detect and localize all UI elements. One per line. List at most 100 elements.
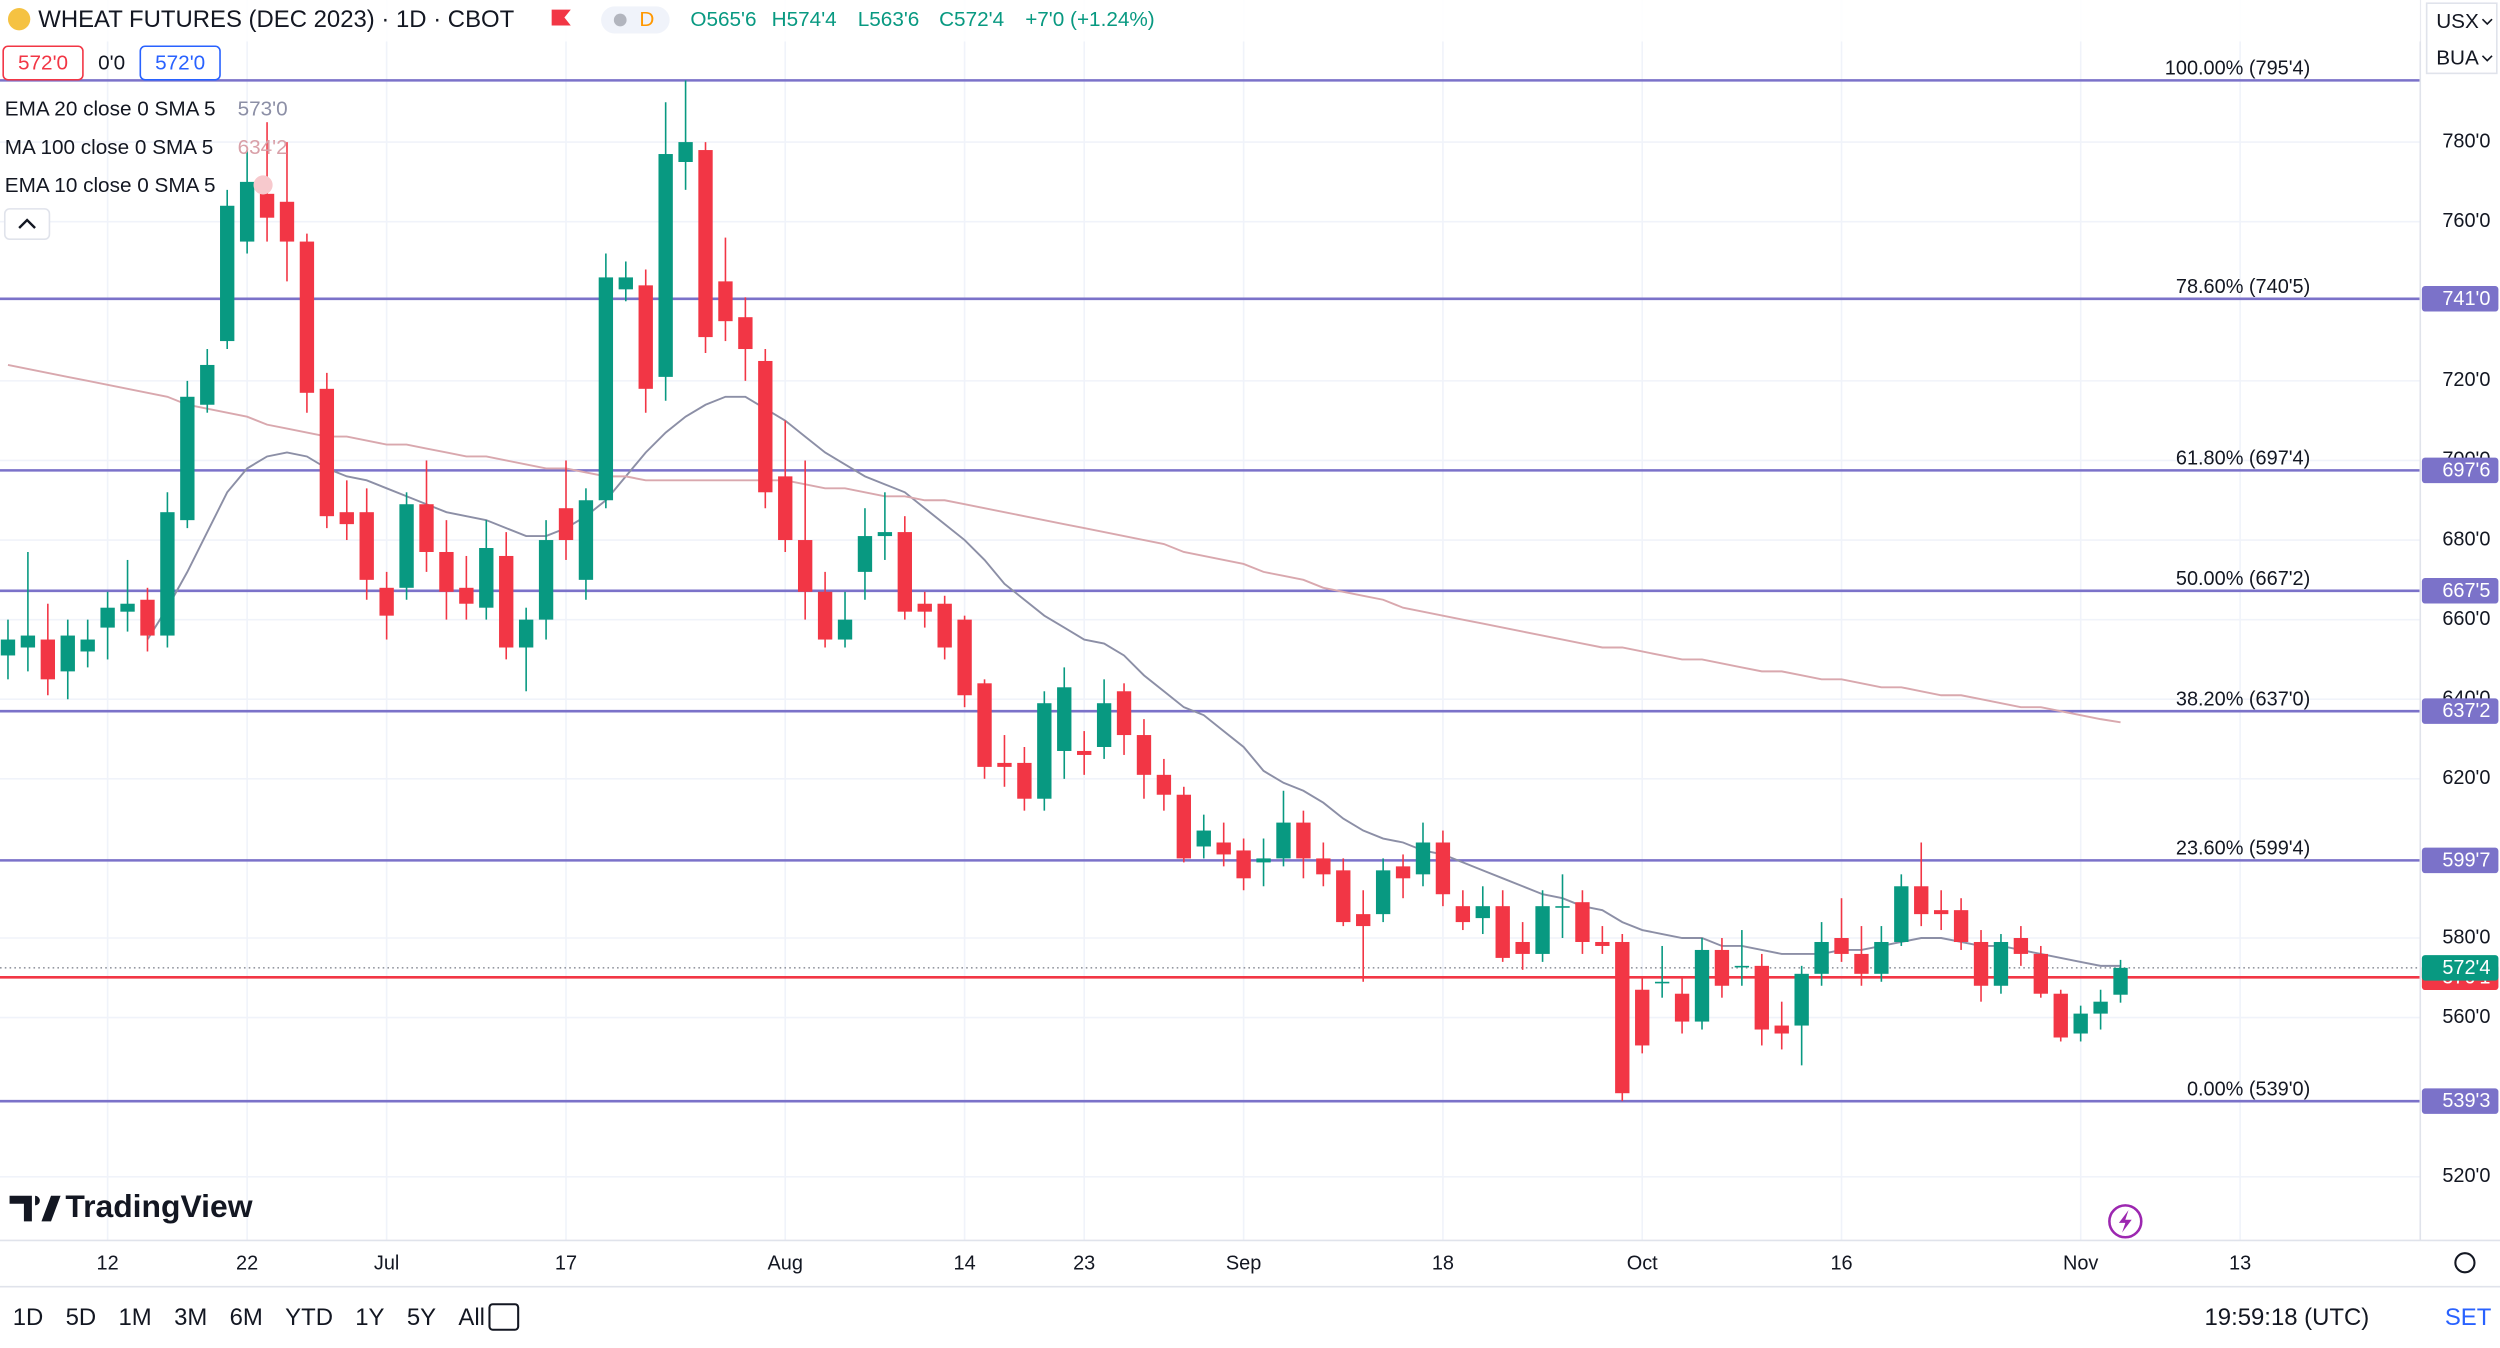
flag-icon[interactable] (551, 9, 571, 26)
candle-body (937, 603, 952, 648)
candle-body (658, 154, 673, 377)
candle-body (140, 599, 155, 636)
range-button[interactable]: 1Y (355, 1304, 384, 1331)
price-axis-bg (2420, 0, 2500, 1241)
currency-select[interactable]: USX (2436, 10, 2479, 33)
status-pill (601, 6, 670, 34)
candle-body (1933, 910, 1949, 915)
price-tag-label: 741'0 (2442, 288, 2490, 310)
price-tag-label: 572'4 (2442, 957, 2490, 979)
price-tag-label: 539'3 (2442, 1090, 2490, 1112)
candle-body (399, 504, 414, 588)
price-axis: 780'0760'0720'0700'0680'0660'0640'0620'0… (2419, 0, 2500, 1241)
candle-body (339, 512, 354, 525)
date-range-icon[interactable] (488, 1303, 520, 1331)
candle-body (1057, 687, 1072, 751)
range-button[interactable]: 5D (66, 1304, 97, 1331)
candle-body (100, 607, 115, 628)
sell-box[interactable] (2, 45, 84, 81)
fib-label: 38.20% (637'0) (2176, 688, 2310, 710)
header-bg (0, 0, 2421, 42)
x-tick-label: Nov (2063, 1253, 2098, 1275)
candle-body (1415, 842, 1431, 875)
range-button[interactable]: 6M (230, 1304, 263, 1331)
settings-link[interactable]: SET (2445, 1304, 2492, 1331)
ohlc-low: L563'6 (858, 8, 920, 31)
buy-price[interactable]: 572'0 (155, 51, 205, 74)
candle-body (1914, 886, 1929, 915)
x-tick-label: 23 (1073, 1253, 1095, 1275)
fib-label: 100.00% (795'4) (2165, 58, 2310, 80)
price-tag (2421, 955, 2499, 981)
warning-icon[interactable] (253, 175, 273, 195)
indicator-label[interactable]: MA 100 close 0 SMA 5 (5, 136, 213, 159)
candle-body (558, 508, 574, 541)
fib-label: 61.80% (697'4) (2176, 448, 2310, 470)
candle-body (1595, 941, 1610, 946)
candle-body (359, 512, 374, 580)
x-tick-label: 13 (2229, 1253, 2251, 1275)
y-tick-label: 620'0 (2442, 767, 2490, 789)
x-tick-label: Aug (768, 1253, 803, 1275)
candle-body (1116, 691, 1132, 736)
lightning-button[interactable] (2108, 1204, 2143, 1239)
candle-body (80, 639, 95, 652)
candle-body (1515, 941, 1530, 954)
collapse-icon (18, 218, 36, 229)
y-tick-label: 680'0 (2442, 528, 2490, 550)
unit-panel (2425, 2, 2498, 75)
candle-body (1435, 842, 1451, 895)
spread: 0'0 (98, 51, 125, 74)
tv-logo (9, 1195, 61, 1222)
indicator-label[interactable]: EMA 20 close 0 SMA 5 (5, 98, 216, 121)
x-tick-label: Oct (1627, 1253, 1658, 1275)
candle-body (220, 205, 235, 342)
candle-body (1615, 941, 1630, 1094)
buy-box[interactable] (139, 45, 221, 81)
range-button[interactable]: 1D (13, 1304, 44, 1331)
indicator-label[interactable]: EMA 10 close 0 SMA 5 (5, 174, 216, 197)
symbol-icon (7, 7, 31, 31)
status-dot (613, 13, 627, 27)
settings-gear[interactable] (2454, 1252, 2476, 1274)
indicator-value: 634'2 (238, 136, 288, 159)
candle-body (598, 277, 614, 501)
candle-body (1096, 703, 1112, 747)
candle-body (2013, 938, 2029, 954)
candle-body (1077, 750, 1092, 755)
candle-body (1814, 941, 1829, 974)
candle-body (837, 619, 853, 640)
range-button[interactable]: 5Y (407, 1304, 436, 1331)
range-button[interactable]: 3M (174, 1304, 207, 1331)
symbol-title[interactable]: WHEAT FUTURES (DEC 2023) · 1D · CBOT (38, 6, 514, 33)
candles (0, 80, 2128, 1102)
candle-body (479, 548, 494, 608)
candle-body (1854, 953, 1869, 974)
price-tag (2421, 457, 2499, 484)
candle-body (997, 762, 1012, 767)
price-tag (2421, 1088, 2499, 1114)
range-button[interactable]: 1M (119, 1304, 152, 1331)
candle-body (2033, 953, 2048, 994)
candle-body (2093, 1001, 2108, 1014)
sell-price[interactable]: 572'0 (18, 51, 68, 74)
collapse-button[interactable] (3, 208, 51, 240)
candle-body (1236, 850, 1251, 879)
candle-body (1495, 906, 1510, 958)
candle-body (259, 193, 275, 218)
candle-body (1316, 858, 1331, 875)
candle-body (1256, 858, 1271, 863)
candle-body (379, 587, 394, 616)
price-tag-label: 637'2 (2442, 700, 2490, 722)
range-button[interactable]: All (458, 1304, 485, 1331)
dropdown-icon (2481, 18, 2493, 26)
indicator-lines (7, 364, 2121, 967)
candle-body (1874, 941, 1889, 974)
time-axis: 12 22 Jul 17 Aug 14 23 Sep 18 Oct 16 Nov 13 (97, 1253, 2252, 1275)
candle-body (1575, 902, 1590, 942)
fib-label: 78.60% (740'5) (2176, 276, 2310, 298)
unit-select[interactable]: BUA (2436, 46, 2479, 69)
candle-body (1475, 906, 1490, 919)
range-button[interactable]: YTD (285, 1304, 333, 1331)
